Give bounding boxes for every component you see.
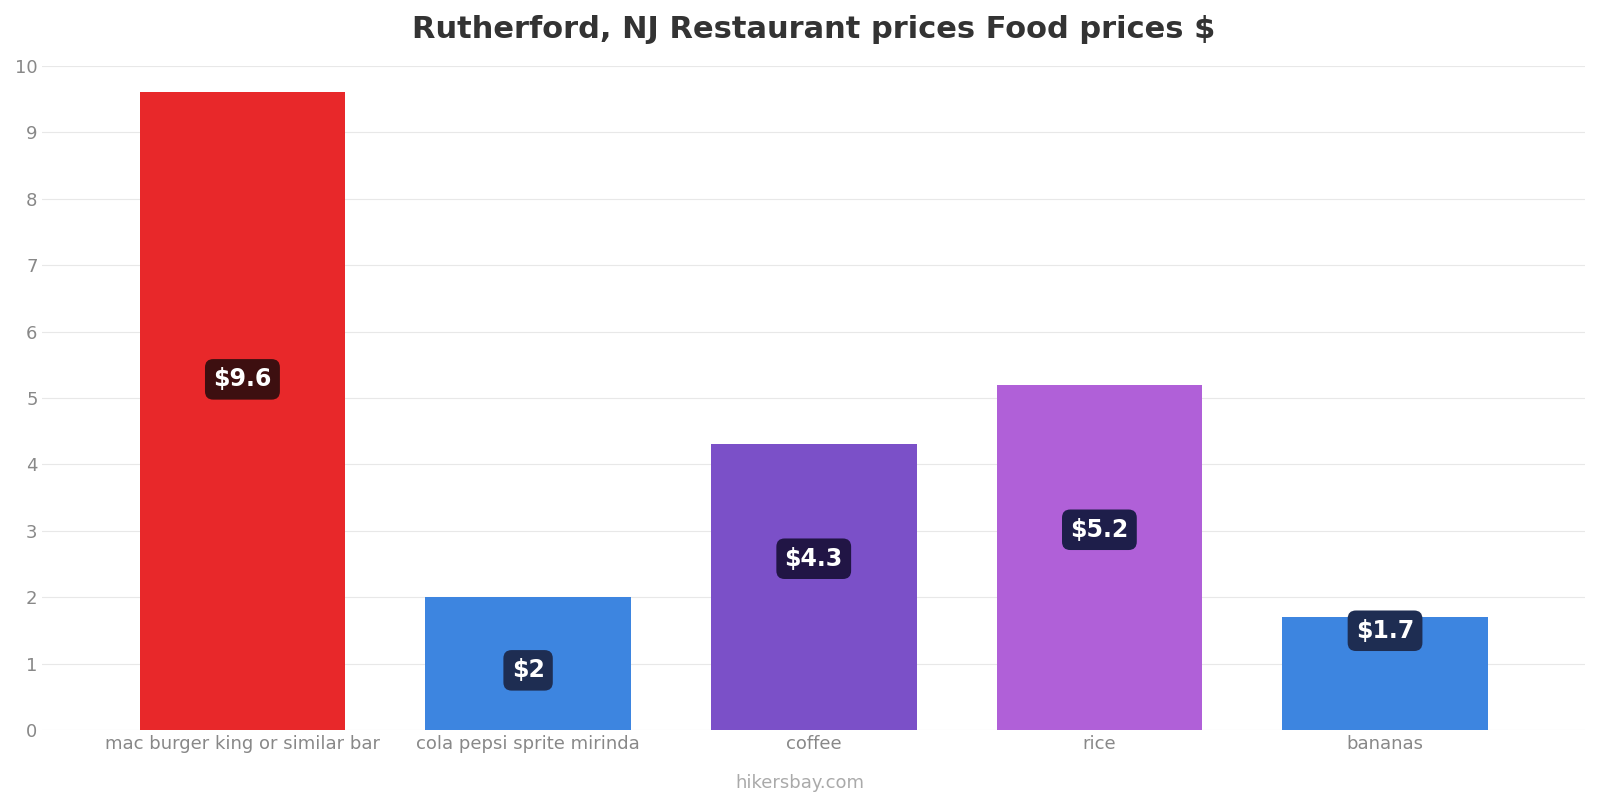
Bar xyxy=(1282,617,1488,730)
Text: $2: $2 xyxy=(512,658,544,682)
Text: hikersbay.com: hikersbay.com xyxy=(736,774,864,792)
Text: $5.2: $5.2 xyxy=(1070,518,1128,542)
Text: $9.6: $9.6 xyxy=(213,367,272,391)
Text: $1.7: $1.7 xyxy=(1355,618,1414,642)
Text: $4.3: $4.3 xyxy=(784,546,843,570)
Bar xyxy=(426,598,630,730)
Title: Rutherford, NJ Restaurant prices Food prices $: Rutherford, NJ Restaurant prices Food pr… xyxy=(413,15,1216,44)
Bar xyxy=(139,92,346,730)
Bar xyxy=(710,445,917,730)
Bar xyxy=(997,385,1202,730)
